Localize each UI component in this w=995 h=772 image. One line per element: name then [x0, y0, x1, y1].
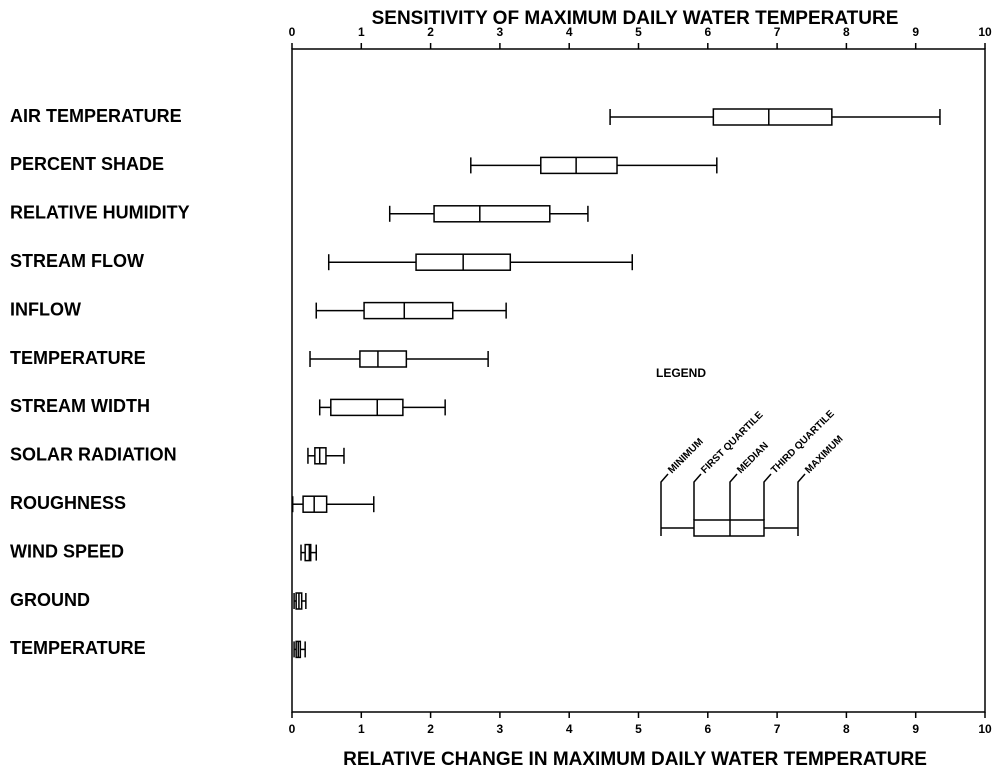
box: [304, 543, 312, 562]
legend-leader: [797, 473, 806, 520]
box: [712, 108, 833, 126]
y-tick-label: AIR TEMPERATURE: [10, 106, 182, 126]
legend-label: FIRST QUARTILE: [699, 409, 766, 476]
legend-label: THIRD QUARTILE: [769, 408, 837, 476]
x-tick-label: 4: [566, 25, 573, 39]
x-tick-label: 8: [843, 722, 850, 736]
y-tick-label: STREAM WIDTH: [10, 396, 150, 416]
x-tick-label: 7: [774, 722, 781, 736]
legend: LEGEND MINIMUM FIRST QUARTILE MEDIAN THI…: [656, 366, 846, 537]
box: [433, 205, 551, 223]
box: [540, 156, 618, 175]
plot-frame: [291, 48, 986, 713]
legend-leader: [660, 473, 669, 520]
x-tick-label: 4: [566, 722, 573, 736]
x-tick-label: 10: [978, 25, 992, 39]
chart-title: SENSITIVITY OF MAXIMUM DAILY WATER TEMPE…: [372, 8, 899, 29]
x-tick-label: 8: [843, 25, 850, 39]
x-tick-label: 2: [427, 722, 434, 736]
x-tick-label: 0: [289, 722, 296, 736]
x-tick-label: 6: [704, 25, 711, 39]
box: [363, 301, 454, 320]
x-tick-label: 1: [358, 722, 365, 736]
x-tick-label: 9: [912, 25, 919, 39]
y-tick-label: INFLOW: [10, 299, 81, 319]
y-tick-label: TEMPERATURE: [10, 638, 146, 658]
x-tick-label: 6: [704, 722, 711, 736]
y-tick-label: GROUND: [10, 590, 90, 610]
x-tick-label: 9: [912, 722, 919, 736]
legend-box: [693, 519, 765, 537]
x-tick-label: 5: [635, 722, 642, 736]
x-tick-label: 3: [497, 25, 504, 39]
y-tick-label: PERCENT SHADE: [10, 154, 164, 174]
y-tick-label: ROUGHNESS: [10, 493, 126, 513]
x-tick-label: 5: [635, 25, 642, 39]
x-tick-label: 1: [358, 25, 365, 39]
legend-leader: [729, 473, 738, 520]
y-tick-label: SOLAR RADIATION: [10, 445, 177, 465]
x-tick-label: 0: [289, 25, 296, 39]
box: [330, 398, 404, 417]
box: [359, 350, 408, 368]
x-tick-label: 10: [978, 722, 992, 736]
y-tick-label: RELATIVE HUMIDITY: [10, 203, 190, 223]
legend-label: MEDIAN: [735, 440, 771, 476]
legend-leader: [693, 473, 702, 520]
y-tick-label: TEMPERATURE: [10, 348, 146, 368]
legend-leader: [763, 473, 772, 520]
legend-title: LEGEND: [656, 366, 706, 380]
x-tick-label: 2: [427, 25, 434, 39]
y-tick-label: STREAM FLOW: [10, 251, 144, 271]
x-tick-label: 7: [774, 25, 781, 39]
y-tick-label: WIND SPEED: [10, 541, 124, 561]
x-axis-label: RELATIVE CHANGE IN MAXIMUM DAILY WATER T…: [343, 749, 927, 770]
x-tick-label: 3: [497, 722, 504, 736]
